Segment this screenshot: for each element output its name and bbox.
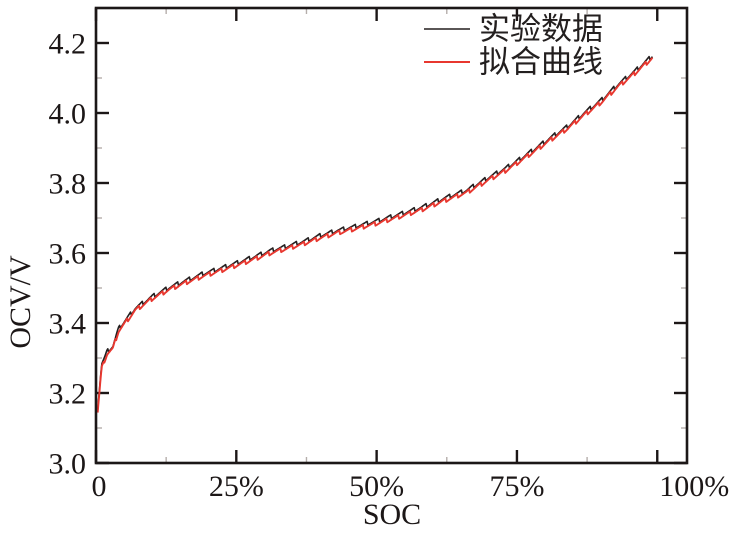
x-tick-label: 25% <box>209 470 264 503</box>
x-tick-label: 100% <box>659 470 729 503</box>
legend-label: 实验数据 <box>479 12 603 47</box>
legend-item-fitted: 拟合曲线 <box>424 45 603 80</box>
y-tick-label: 3.4 <box>49 308 87 341</box>
y-tick-label: 3.8 <box>49 168 87 201</box>
y-tick-label: 3.0 <box>49 448 87 481</box>
legend-label: 拟合曲线 <box>479 45 603 80</box>
y-tick-label: 4.0 <box>49 98 87 131</box>
tick-labels: 0 25% 50% 75% 100% 3.0 3.2 3.4 3.6 3.8 4.0 4.2 <box>49 28 730 504</box>
y-tick-label: 3.2 <box>49 378 87 411</box>
series-curve-experimental <box>96 55 654 411</box>
data-series <box>96 55 654 413</box>
plot-border <box>94 6 689 465</box>
y-tick-label: 4.2 <box>49 28 87 61</box>
x-tick-label: 50% <box>349 470 404 503</box>
y-axis-title: OCV/V <box>4 255 37 349</box>
axis-titles: OCV/V SOC <box>4 255 421 531</box>
legend-item-experimental: 实验数据 <box>424 12 603 47</box>
series-curve-fitted <box>96 57 654 413</box>
x-axis-title: SOC <box>363 498 421 531</box>
x-tick-label: 0 <box>92 470 107 503</box>
plot-frame <box>94 6 689 465</box>
y-tick-label: 3.6 <box>49 238 87 271</box>
x-tick-label: 75% <box>489 470 544 503</box>
